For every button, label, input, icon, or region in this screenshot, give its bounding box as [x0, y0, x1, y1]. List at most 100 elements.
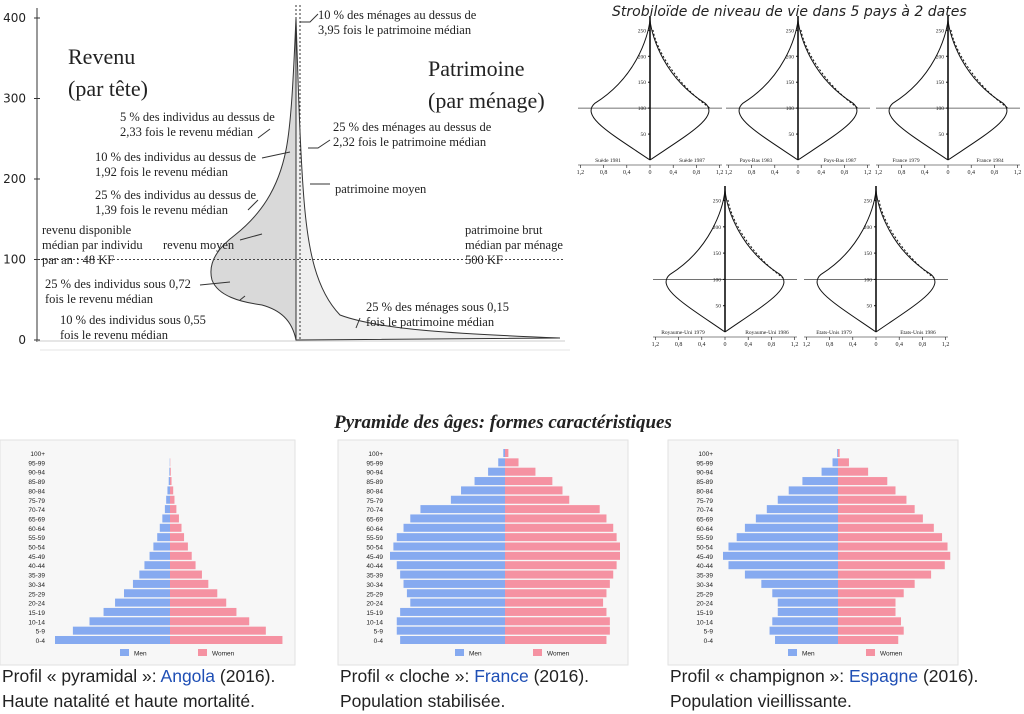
y-tick-label: 100 [3, 253, 26, 267]
bar [505, 617, 610, 626]
x-tick-label: 0 [724, 342, 727, 348]
bar [505, 514, 607, 523]
bar [505, 542, 620, 551]
age-label: 85-89 [366, 479, 383, 486]
age-label: 60-64 [366, 526, 383, 533]
y-tick-label: 150 [713, 251, 722, 257]
bar [166, 495, 170, 504]
age-label: 5-9 [36, 629, 46, 636]
y-tick-label: 50 [939, 132, 945, 138]
annotation: revenu moyen [163, 238, 235, 252]
bar [505, 636, 607, 644]
caption: Population stabilisée. [340, 691, 505, 711]
bar [505, 589, 607, 598]
age-label: 35-39 [28, 573, 45, 580]
bar [170, 495, 175, 504]
bar [170, 467, 171, 476]
bar [396, 617, 505, 626]
x-tick-label: 1,2 [875, 170, 883, 176]
caption-part: (2016). [918, 666, 978, 686]
bar [89, 617, 170, 626]
age-label: 65-69 [366, 516, 383, 523]
age-label: 60-64 [696, 526, 713, 533]
legend-swatch [455, 649, 464, 656]
age-label: 10-14 [28, 619, 45, 626]
y-tick-label: 150 [786, 80, 795, 86]
panel-label: Pays-Bas 1987 [824, 158, 857, 164]
bar [72, 626, 170, 635]
x-tick-label: 1,2 [716, 170, 724, 176]
age-label: 85-89 [696, 479, 713, 486]
caption: Haute natalité et haute mortalité. [2, 691, 255, 711]
panel-label: France 1979 [892, 158, 920, 164]
countries-title: Strobiloïde de niveau de vie dans 5 pays… [612, 4, 967, 20]
caption: Profil « pyramidal »: Angola (2016). [2, 666, 275, 686]
annotation: patrimoine moyen [335, 182, 427, 196]
legend-swatch [866, 649, 875, 656]
distribution-curve [816, 189, 877, 333]
bar [505, 579, 610, 588]
y-tick-label: 250 [864, 199, 873, 205]
age-label: 10-14 [366, 619, 383, 626]
bar [505, 607, 607, 616]
age-label: 80-84 [696, 488, 713, 495]
bar [170, 486, 174, 495]
bar [103, 607, 170, 616]
distribution-curve-dotted [950, 29, 1009, 109]
bar [838, 458, 849, 467]
y-tick-label: 100 [936, 106, 945, 112]
annotation: médian par ménage [465, 238, 563, 252]
age-label: 100+ [30, 451, 45, 458]
panel-label: Royaume-Uni 1986 [745, 330, 789, 336]
age-label: 25-29 [366, 591, 383, 598]
bar [115, 598, 170, 607]
annotation: 25 % des individus sous 0,72 [45, 277, 191, 291]
bar [167, 486, 170, 495]
age-label: 0-4 [374, 638, 384, 645]
x-tick-label: 0,4 [771, 170, 779, 176]
bar [390, 551, 505, 560]
bar [838, 561, 945, 570]
annotation: 1,39 fois le revenu médian [95, 203, 229, 217]
bar [159, 523, 170, 532]
bar [149, 551, 170, 560]
x-tick-label: 0,4 [817, 170, 825, 176]
y-tick-label: 50 [789, 132, 795, 138]
big-label: (par tête) [68, 76, 148, 101]
bar [153, 542, 170, 551]
age-label: 10-14 [696, 619, 713, 626]
age-label: 70-74 [366, 507, 383, 514]
x-tick-label: 0 [649, 170, 652, 176]
annotation: 5 % des individus au dessus de [120, 110, 275, 124]
x-tick-label: 0 [797, 170, 800, 176]
bar [170, 607, 237, 616]
bar [769, 626, 838, 635]
x-tick-label: 0 [947, 170, 950, 176]
bar [393, 542, 505, 551]
age-label: 15-19 [28, 610, 45, 617]
x-tick-label: 1,2 [942, 342, 950, 348]
bar [170, 626, 266, 635]
age-label: 55-59 [28, 535, 45, 542]
bar [164, 505, 170, 514]
big-label: Patrimoine [428, 56, 525, 81]
pyramids-title: Pyramide des âges: formes caractéristiqu… [333, 412, 672, 433]
distribution-curve [797, 19, 858, 161]
bar [505, 467, 536, 476]
annotation: 3,95 fois le patrimoine médian [318, 23, 472, 37]
bar [124, 589, 170, 598]
y-tick-label: 50 [716, 304, 722, 310]
age-label: 90-94 [28, 470, 45, 477]
x-tick-label: 0,4 [669, 170, 677, 176]
legend-swatch [788, 649, 797, 656]
x-tick-label: 0,8 [991, 170, 999, 176]
y-tick-label: 150 [864, 251, 873, 257]
bar [403, 579, 505, 588]
distribution-curve [738, 19, 799, 161]
age-label: 90-94 [696, 470, 713, 477]
bar [838, 570, 932, 579]
age-label: 5-9 [374, 629, 384, 636]
bar [837, 449, 838, 457]
bar [396, 561, 505, 570]
